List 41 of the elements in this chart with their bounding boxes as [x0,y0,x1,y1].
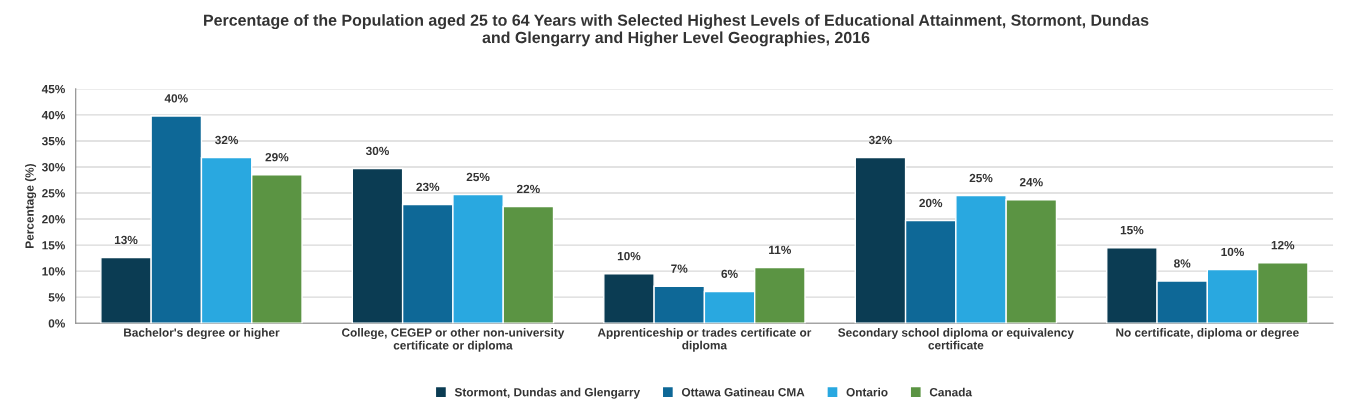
x-tick-label: Bachelor's degree or higher [124,328,280,340]
x-tick-label: Apprenticeship or trades certificate or diploma [597,328,812,352]
data-label: 23% [416,182,440,192]
legend-label: Stormont, Dundas and Glengarry [454,387,641,399]
y-tick-label: 45% [41,84,65,94]
y-tick-label: 0% [48,319,65,328]
y-tick-label: 20% [42,215,65,224]
data-label: 11% [769,245,792,255]
data-label: 15% [1120,225,1144,235]
data-label: 10% [617,251,641,261]
data-label: 22% [516,184,540,194]
x-tick-label: No certificate, diploma or degree [1116,328,1299,340]
legend-label: Ottawa Gatineau CMA [681,387,805,397]
y-tick-label: 10% [42,267,65,276]
data-label: 29% [265,152,289,162]
y-tick-label: 40% [41,110,65,120]
data-label: 20% [919,198,943,208]
data-label: 12% [1271,240,1295,250]
data-label: 30% [365,146,389,156]
y-tick-label: 30% [41,163,65,172]
legend-label: Ontario [846,387,888,397]
data-label: 13% [114,235,138,245]
chart-title: Percentage of the Population aged 25 to 64 Years with Selected Highest Levels of Educational Attainment, Stormont, Dundas and Glengarry and Higher Level Geographies, 2016 [204,14,1149,47]
data-label: 40% [164,94,188,103]
y-axis-title: Percentage (%) [25,163,37,248]
data-label: 25% [969,173,993,183]
x-tick-label: Secondary school diploma or equivalency certificate [838,328,1074,350]
x-tick-label: College, CEGEP or other non-university certificate or diploma [342,328,565,352]
y-tick-label: 5% [48,293,65,302]
legend-label: Canada [929,387,973,397]
data-label: 8% [1174,259,1191,268]
y-tick-label: 25% [42,189,65,198]
data-label: 25% [466,172,490,182]
data-label: 24% [1019,177,1043,187]
data-label: 6% [721,269,738,278]
y-tick-label: 35% [41,136,65,146]
data-label: 7% [671,264,688,273]
y-tick-label: 15% [42,241,65,250]
data-label: 10% [1221,247,1244,257]
data-label: 32% [215,135,239,145]
data-label: 32% [868,135,892,145]
